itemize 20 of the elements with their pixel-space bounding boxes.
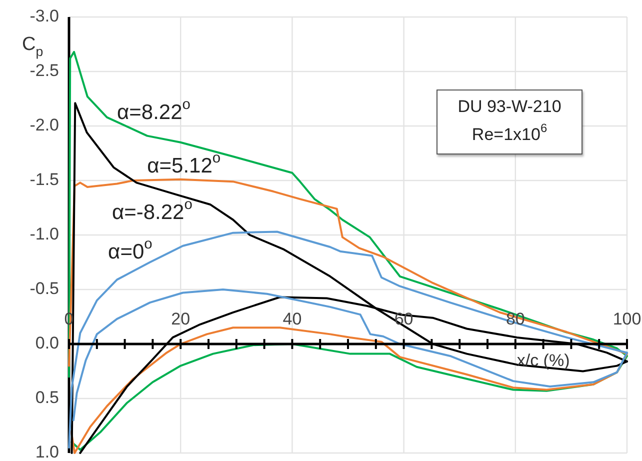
x-tick-label: 0 xyxy=(64,309,74,328)
series-label: α=0$^{o}$ xyxy=(108,236,152,263)
y-tick-label: -1.5 xyxy=(30,170,59,189)
y-tick-label: 1.0 xyxy=(35,442,59,461)
y-tick-label: -2.5 xyxy=(30,60,59,80)
series-label: α=8.22$^{o}$ xyxy=(116,96,190,124)
x-tick-label: 100 xyxy=(612,309,642,328)
series-label: α=-8.22$^{o}$ xyxy=(112,197,192,224)
x-tick-label: 20 xyxy=(171,309,190,328)
y-tick-label: -1.0 xyxy=(30,224,59,244)
y-axis-title: C$_{p}$ xyxy=(22,34,44,60)
y-tick-label: 0.0 xyxy=(35,333,59,352)
x-tick-label: 40 xyxy=(282,309,302,328)
annotation: DU 93-W-210 xyxy=(458,97,562,116)
y-tick-label: -2.0 xyxy=(30,115,59,134)
y-tick-label: -3.0 xyxy=(30,6,59,26)
annotation: Re=1x10$^{6}$ xyxy=(472,121,548,144)
y-tick-label: -0.5 xyxy=(30,278,59,298)
y-tick-label: 0.5 xyxy=(35,388,59,407)
series-label: α=5.12$^{o}$ xyxy=(147,150,221,177)
